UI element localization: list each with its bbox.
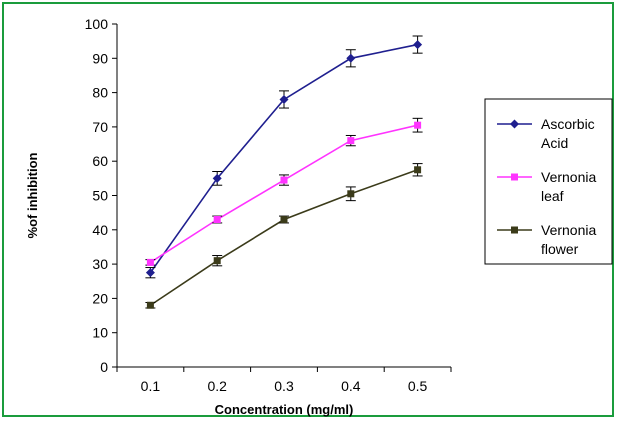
y-tick-label: 10 <box>92 325 108 341</box>
y-tick-label: 50 <box>92 188 108 204</box>
legend-marker-2 <box>511 226 518 234</box>
y-tick-label: 100 <box>85 16 109 32</box>
y-tick-label: 80 <box>92 85 108 101</box>
x-tick-label: 0.5 <box>408 378 428 394</box>
data-point <box>213 257 221 265</box>
x-tick-label: 0.2 <box>207 378 227 394</box>
legend-marker-1 <box>511 173 518 181</box>
data-point <box>213 216 221 224</box>
y-tick-label: 30 <box>92 256 108 272</box>
legend-label: Acid <box>541 135 568 151</box>
data-point <box>146 258 154 266</box>
legend-label: flower <box>541 241 579 257</box>
data-point <box>145 268 155 278</box>
legend-label: Vernonia <box>541 169 596 185</box>
legend-box <box>484 98 613 265</box>
data-point <box>413 40 423 50</box>
series-line-1 <box>149 124 418 264</box>
x-tick-label: 0.1 <box>141 378 161 394</box>
data-point <box>146 301 154 309</box>
y-tick-label: 90 <box>92 50 108 66</box>
y-tick-label: 0 <box>100 359 108 375</box>
y-tick-label: 70 <box>92 119 108 135</box>
data-point <box>414 121 422 129</box>
x-axis-title: Concentration (mg/ml) <box>215 402 354 417</box>
legend-label: Ascorbic <box>541 116 595 132</box>
data-point <box>280 216 288 224</box>
legend-label: Vernonia <box>541 222 596 238</box>
y-tick-label: 40 <box>92 222 108 238</box>
legend-label: leaf <box>541 188 564 204</box>
data-point <box>414 166 422 174</box>
y-axis-title: %of inhibition <box>25 152 40 238</box>
data-point <box>212 173 222 183</box>
x-tick-label: 0.3 <box>274 378 294 394</box>
y-tick-label: 60 <box>92 153 108 169</box>
data-point <box>280 176 288 184</box>
data-point <box>346 53 356 63</box>
legend-marker-0 <box>510 119 519 129</box>
data-point <box>347 190 355 198</box>
data-point <box>347 137 355 145</box>
series-line-0 <box>149 43 418 274</box>
y-tick-label: 20 <box>92 290 108 306</box>
data-point <box>279 94 289 104</box>
x-tick-label: 0.4 <box>341 378 361 394</box>
